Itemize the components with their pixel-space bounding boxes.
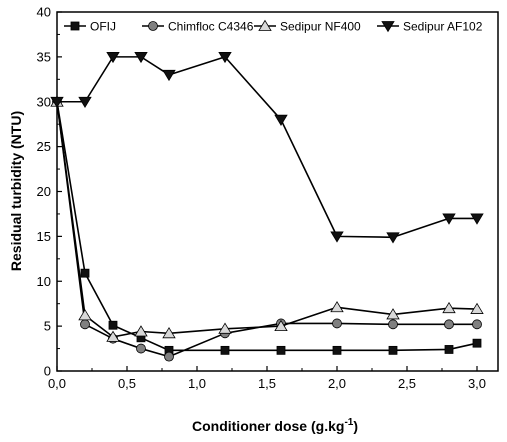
data-point [162, 69, 176, 82]
series-3 [50, 51, 484, 244]
x-tick-label: 2,5 [398, 376, 416, 391]
legend-label: Chimfloc C4346 [168, 20, 254, 34]
series-0 [52, 97, 482, 355]
data-point [276, 345, 286, 355]
data-point [78, 309, 92, 321]
data-point [164, 351, 174, 362]
legend-label: OFIJ [90, 20, 116, 34]
data-point [274, 114, 288, 126]
y-tick-label: 25 [37, 139, 51, 154]
y-tick-label: 15 [37, 229, 51, 244]
legend-item: Sedipur AF102 [377, 20, 483, 34]
data-point [442, 213, 456, 225]
series-line [56, 101, 478, 338]
series-line [56, 101, 478, 352]
legend-label: Sedipur AF102 [403, 20, 483, 34]
x-axis: 0,0 0,5 1,0 1,5 2,0 2,5 3,0 [48, 366, 486, 391]
data-point [470, 213, 484, 225]
y-axis-title: Residual turbidity (NTU) [8, 111, 24, 271]
x-tick-label: 1,5 [258, 376, 276, 391]
data-point [220, 345, 230, 355]
legend-marker [258, 19, 272, 31]
plot-frame [56, 11, 499, 372]
data-point [106, 330, 120, 342]
legend: OFIJ Chimfloc C4346 Sedipur NF400 Sedipur A… [64, 20, 483, 34]
legend-item: OFIJ [64, 20, 116, 34]
y-tick-label: 30 [37, 94, 51, 109]
x-tick-label: 2,0 [328, 376, 346, 391]
data-point [386, 232, 400, 244]
data-point [444, 319, 454, 330]
y-tick-label: 40 [37, 5, 51, 20]
x-axis-title: Conditioner dose (g.kg-1) [192, 417, 358, 434]
legend-item: Sedipur NF400 [254, 20, 361, 34]
data-point [80, 268, 90, 278]
data-point [106, 51, 120, 64]
legend-marker [70, 21, 80, 31]
x-axis-title-end: ) [353, 418, 358, 434]
y-tick-label: 0 [44, 364, 51, 379]
legend-item: Chimfloc C4346 [142, 20, 254, 34]
legend-label: Sedipur NF400 [280, 20, 361, 34]
data-point [388, 319, 398, 330]
data-point [332, 345, 342, 355]
data-point [50, 96, 64, 109]
data-point [444, 345, 454, 354]
x-tick-label: 0,0 [48, 376, 66, 391]
series-line [56, 101, 477, 358]
data-point [218, 51, 232, 64]
data-point [218, 322, 232, 334]
data-point [274, 319, 288, 332]
data-point [388, 345, 398, 355]
data-point [386, 308, 400, 320]
series-layer [50, 51, 484, 362]
x-axis-title-superscript: -1 [344, 417, 353, 428]
legend-marker [148, 21, 158, 31]
data-point [162, 327, 176, 339]
data-point [332, 318, 342, 329]
data-point [472, 319, 482, 330]
data-point [472, 338, 482, 348]
y-axis: 0 5 10 15 20 25 30 35 40 [37, 5, 62, 379]
data-point [136, 343, 146, 354]
data-point [330, 301, 344, 313]
y-tick-label: 5 [44, 319, 51, 334]
data-point [134, 325, 148, 337]
series-line [57, 56, 477, 239]
series-2 [50, 95, 484, 342]
x-axis-title-main: Conditioner dose (g.kg [192, 418, 344, 434]
y-tick-label: 35 [37, 49, 51, 64]
data-point [134, 51, 148, 64]
data-point [442, 301, 456, 314]
y-tick-label: 10 [37, 274, 51, 289]
x-tick-label: 0,5 [118, 376, 136, 391]
data-point [470, 302, 484, 314]
y-tick-label: 20 [37, 184, 51, 199]
data-point [78, 96, 92, 109]
x-tick-label: 1,0 [188, 376, 206, 391]
data-point [80, 319, 90, 330]
legend-marker [381, 21, 395, 33]
x-tick-label: 3,0 [468, 376, 486, 391]
data-point [108, 320, 118, 330]
data-point [330, 231, 344, 243]
